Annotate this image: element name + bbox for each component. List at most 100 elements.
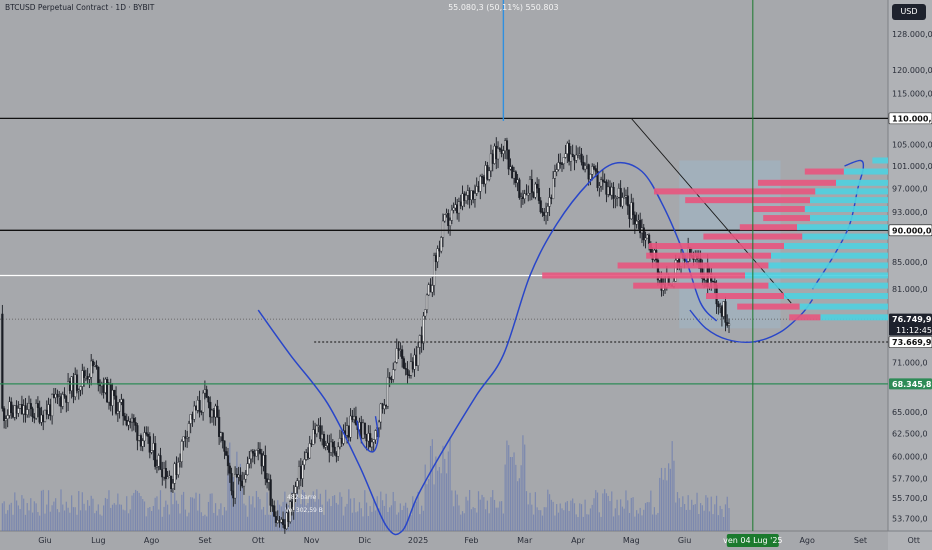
- candle-body: [136, 425, 139, 441]
- volume-bar: [344, 506, 346, 531]
- candle-body: [287, 512, 290, 522]
- candle-body: [363, 422, 366, 435]
- volume-bar: [513, 452, 515, 531]
- candle-body: [491, 153, 494, 164]
- candle-body: [8, 401, 11, 416]
- candle-body: [1, 313, 4, 409]
- candle-body: [697, 258, 700, 261]
- candle-body: [234, 474, 237, 499]
- candle-body: [630, 202, 633, 220]
- candle-body: [342, 430, 345, 444]
- candle-body: [237, 474, 240, 478]
- volume-bar: [664, 467, 666, 531]
- profile-buy-bar: [768, 262, 888, 269]
- volume-bar: [440, 473, 442, 531]
- candle-body: [340, 438, 343, 444]
- volume-bar: [536, 507, 538, 531]
- candle-body: [409, 361, 413, 376]
- volume-bar: [465, 496, 467, 531]
- volume-bar: [556, 504, 558, 531]
- volume-bar: [7, 510, 9, 531]
- volume-bar: [605, 493, 608, 531]
- volume-bar: [499, 501, 501, 531]
- candle-body: [722, 301, 725, 317]
- candle-body: [504, 140, 507, 151]
- candle-body: [623, 196, 626, 199]
- candle-body: [335, 452, 338, 457]
- candle-body: [216, 405, 219, 418]
- volume-bar: [389, 507, 391, 531]
- volume-bar: [717, 515, 719, 531]
- volume-bar: [479, 499, 481, 531]
- candle-body: [88, 377, 91, 380]
- volume-bar: [103, 505, 105, 531]
- volume-bar: [634, 516, 636, 531]
- candle-body: [587, 164, 590, 180]
- volume-bar: [650, 490, 652, 531]
- volume-bar: [165, 500, 167, 531]
- volume-bar: [14, 492, 16, 531]
- candle-body: [122, 399, 125, 417]
- volume-bar: [127, 513, 130, 531]
- candle-body: [241, 480, 244, 487]
- candle-body: [527, 193, 530, 196]
- profile-buy-bar: [745, 272, 888, 279]
- volume-bar: [51, 505, 53, 531]
- candle-body: [477, 186, 480, 192]
- profile-buy-bar: [820, 314, 888, 321]
- volume-bar: [701, 505, 703, 531]
- arc-curve: [257, 161, 718, 536]
- candle-body: [315, 425, 318, 435]
- volume-bar: [143, 501, 146, 531]
- candle-body: [390, 378, 393, 381]
- candle-body: [292, 493, 295, 511]
- candle-body: [276, 520, 279, 523]
- candle-body: [239, 474, 242, 482]
- candle-body: [392, 369, 395, 380]
- candle-body: [724, 301, 727, 323]
- candle-body: [520, 196, 523, 199]
- candle-body: [711, 280, 715, 283]
- candle-body: [40, 414, 43, 423]
- volume-bar: [547, 489, 549, 531]
- volume-bar: [449, 437, 451, 531]
- volume-bar: [262, 506, 265, 531]
- currency-button[interactable]: USD: [892, 4, 926, 20]
- volume-bar: [433, 484, 435, 531]
- volume-bar: [456, 494, 458, 531]
- volume-bar: [687, 495, 689, 531]
- candle-body: [395, 348, 398, 363]
- candle-body: [512, 171, 516, 179]
- volume-bar: [69, 512, 71, 531]
- volume-bar: [206, 516, 208, 531]
- candle-body: [258, 448, 262, 454]
- volume-bar: [673, 460, 675, 531]
- volume-bar: [412, 496, 414, 531]
- y-tick-label: 57.700,0: [892, 474, 928, 483]
- volume-bar: [19, 509, 21, 531]
- candle-body: [615, 196, 619, 199]
- profile-sell-bar: [617, 262, 769, 269]
- y-tick-label: 128.000,0: [892, 30, 932, 39]
- volume-bar: [104, 497, 107, 531]
- volume-bar: [502, 513, 504, 531]
- candle-body: [385, 405, 388, 407]
- profile-buy-bar: [843, 168, 888, 175]
- candle-body: [521, 196, 525, 199]
- volume-bar: [81, 492, 83, 531]
- volume-bar: [117, 493, 119, 531]
- volume-bar: [705, 495, 707, 531]
- x-tick-label: Apr: [571, 536, 586, 545]
- y-tick-label: 53.700,0: [892, 514, 928, 523]
- candle-body: [619, 188, 622, 207]
- candle-body: [539, 200, 542, 213]
- candle-body: [479, 176, 482, 192]
- volume-bar: [264, 514, 266, 531]
- candle-body: [463, 193, 466, 201]
- projection-arc: [689, 299, 814, 343]
- candle-body: [35, 403, 38, 419]
- volume-bar: [175, 500, 178, 531]
- profile-sell-bar: [648, 243, 784, 250]
- candle-body: [91, 360, 95, 367]
- volume-bar: [193, 498, 195, 531]
